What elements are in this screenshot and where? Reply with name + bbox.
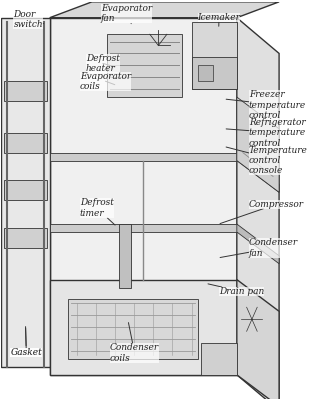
Polygon shape [50,18,237,375]
Text: Condenser
coils: Condenser coils [110,323,159,363]
Polygon shape [107,34,182,97]
Text: Icemaker: Icemaker [197,13,241,26]
Circle shape [175,294,202,329]
Text: Refrigerator
temperature
control: Refrigerator temperature control [226,118,306,148]
Polygon shape [4,228,47,248]
Polygon shape [50,224,237,232]
Polygon shape [237,153,279,192]
Text: Freezer
temperature
control: Freezer temperature control [226,90,306,120]
Polygon shape [237,224,279,264]
Polygon shape [237,280,279,400]
Polygon shape [191,22,237,89]
Polygon shape [50,153,237,160]
Circle shape [253,154,263,168]
Polygon shape [191,57,237,89]
Text: Gasket: Gasket [11,328,42,358]
Text: Evaporator
coils: Evaporator coils [80,72,131,91]
Polygon shape [237,18,279,400]
Polygon shape [50,2,279,18]
Circle shape [145,28,172,63]
Polygon shape [237,97,279,192]
Circle shape [238,302,265,337]
Text: Defrost
timer: Defrost timer [80,198,115,225]
Bar [197,65,213,81]
Text: Compressor: Compressor [220,200,304,224]
Polygon shape [201,343,237,375]
Circle shape [119,276,131,292]
Polygon shape [50,280,237,375]
Polygon shape [4,133,47,153]
Text: Drain pan: Drain pan [208,284,264,296]
Text: Condenser
fan: Condenser fan [220,238,298,258]
Polygon shape [4,180,47,200]
Polygon shape [119,224,131,288]
Text: Temperature
control
console: Temperature control console [226,146,308,176]
Polygon shape [68,300,197,359]
Text: Door
switch: Door switch [13,10,44,30]
Text: Defrost
heater: Defrost heater [86,54,120,73]
Polygon shape [4,81,47,101]
Circle shape [169,286,208,337]
Text: Gasket: Gasket [11,326,42,358]
Text: Evaporator
fan: Evaporator fan [101,4,152,24]
Polygon shape [1,18,50,367]
Circle shape [253,126,263,140]
